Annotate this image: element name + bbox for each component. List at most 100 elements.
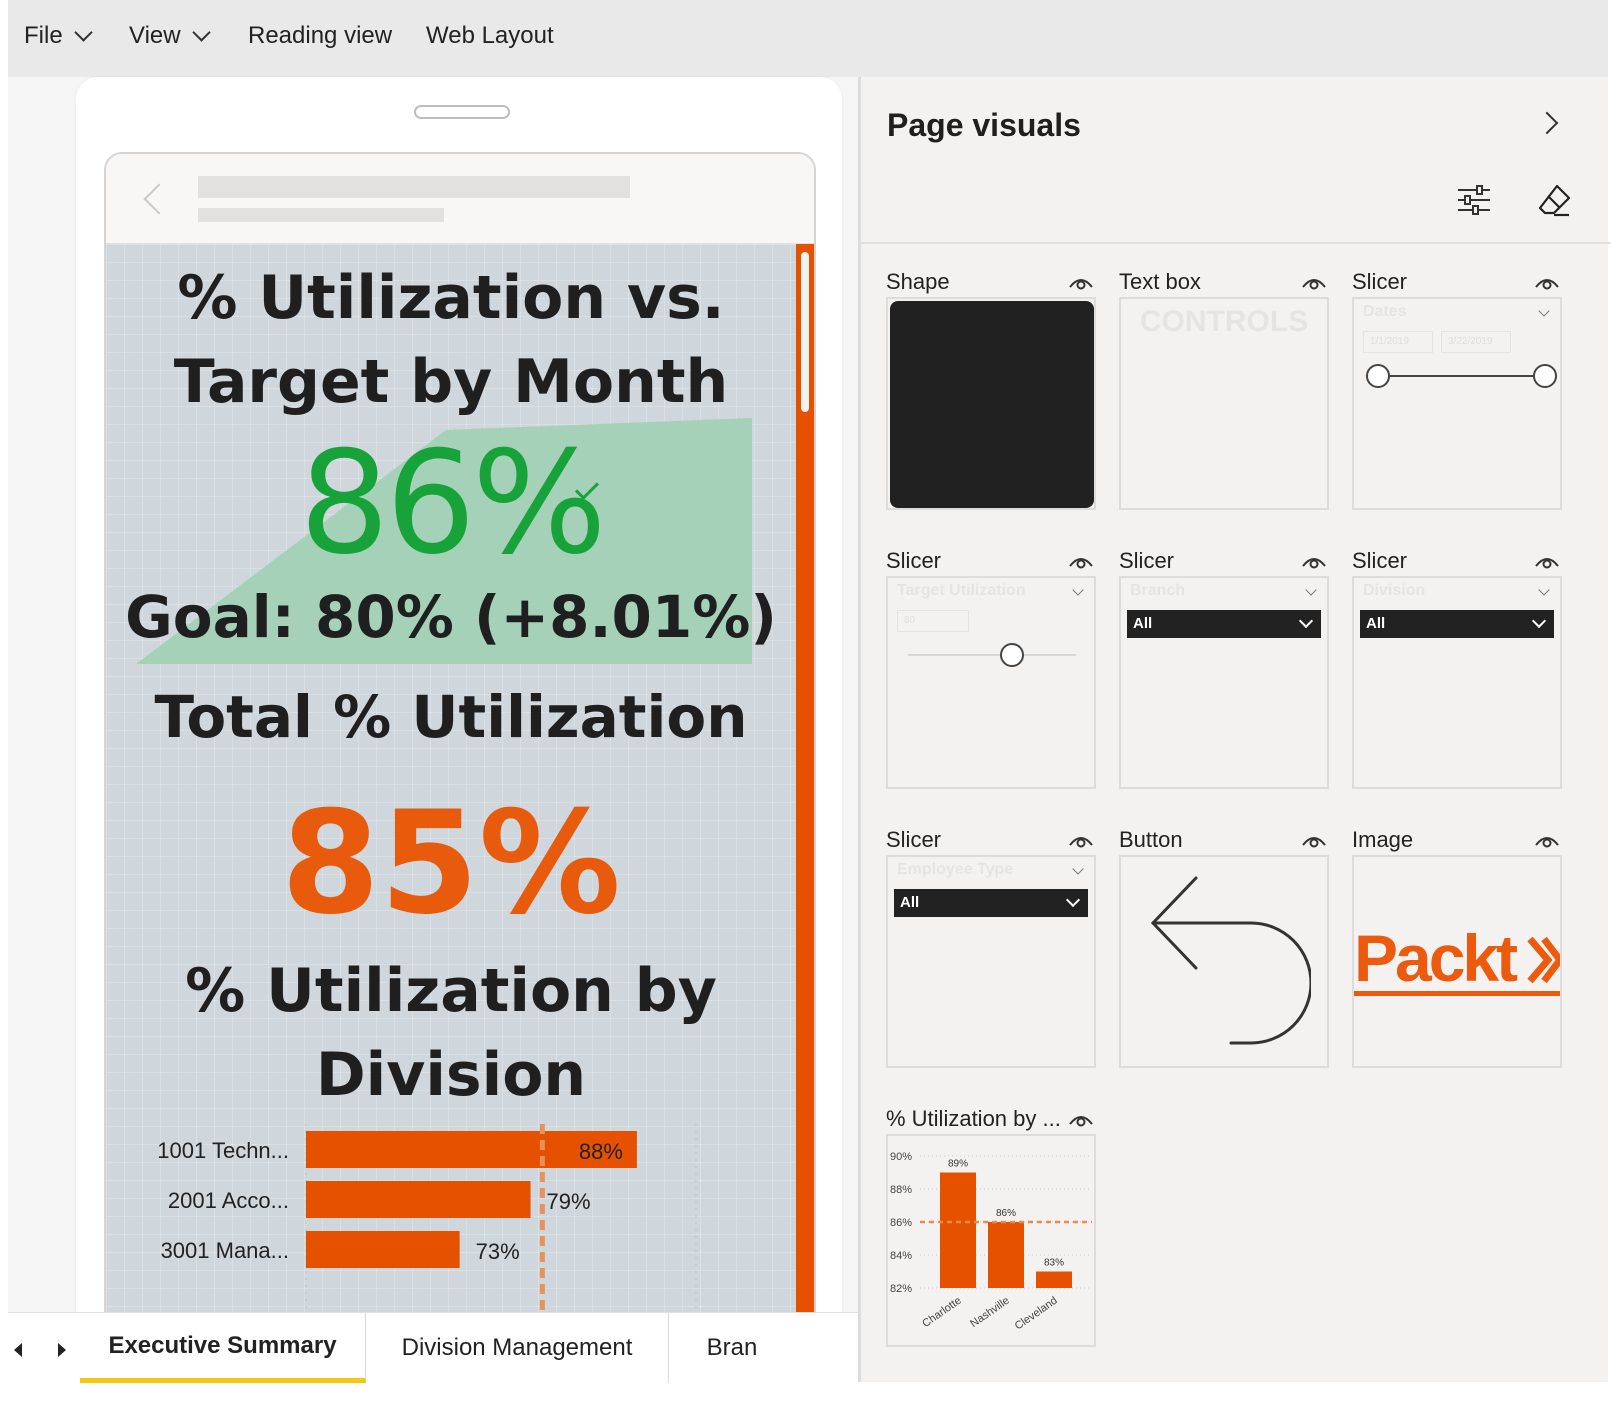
division-category-label: 2001 Acco...	[168, 1188, 289, 1213]
view-menu-label: View	[129, 22, 181, 49]
eye-icon[interactable]	[1068, 273, 1094, 291]
report-canvas[interactable]: % Utilization vs. Target by Month 86% Go…	[106, 244, 796, 1357]
branch-bar	[940, 1172, 976, 1288]
previous-page-arrow-icon[interactable]	[14, 1343, 22, 1357]
y-tick-label: 86%	[890, 1217, 912, 1229]
chart-thumbnail: 90% 88% 86% 84% 82% 89% Charlotte 86% Nashville 8…	[886, 1134, 1096, 1347]
eye-icon[interactable]	[1534, 831, 1560, 849]
card-label: Slicer	[886, 827, 942, 852]
kpi-goal: Goal: 80% (+8.01%)	[125, 583, 777, 651]
phone-screen: % Utilization vs. Target by Month 86% Go…	[104, 152, 816, 1357]
chevron-down-icon	[73, 22, 93, 42]
pane-toolbar	[861, 169, 1611, 244]
reading-view-label: Reading view	[248, 22, 393, 49]
tab-executive-summary[interactable]: Executive Summary	[80, 1313, 366, 1383]
slicer-title: Division	[1363, 582, 1426, 599]
filter-settings-icon[interactable]	[1457, 185, 1491, 215]
phone-speaker	[414, 105, 510, 119]
file-menu[interactable]: File	[24, 22, 93, 50]
division-chart-title: % Utilization by Division	[106, 949, 796, 1117]
card-label: Button	[1119, 827, 1183, 852]
card-label: Text box	[1119, 269, 1201, 294]
back-chevron-icon	[143, 183, 175, 215]
collapse-pane-icon[interactable]	[1535, 111, 1559, 135]
chevron-down-icon	[1072, 863, 1084, 875]
slicer-thumbnail: Division All	[1352, 576, 1562, 789]
total-utilization-value[interactable]: 85%	[281, 781, 621, 946]
web-layout-button[interactable]: Web Layout	[426, 22, 554, 50]
report-scrollbar[interactable]	[796, 244, 814, 1355]
card-label: Image	[1352, 827, 1414, 852]
eye-icon[interactable]	[1068, 1110, 1094, 1128]
slicer-title: Branch	[1130, 582, 1186, 599]
x-category-label: Cleveland	[1013, 1295, 1060, 1333]
employee-type-dropdown: All	[894, 889, 1088, 917]
slicer-thumbnail: Employee Type All	[886, 855, 1096, 1068]
next-page-arrow-icon[interactable]	[58, 1343, 66, 1357]
eye-icon[interactable]	[1068, 831, 1094, 849]
button-thumbnail	[1119, 855, 1329, 1068]
bar-data-label: 89%	[948, 1159, 968, 1170]
division-data-label: 73%	[476, 1239, 520, 1264]
kpi-value[interactable]: 86%	[299, 421, 607, 586]
slicer-thumbnail: Target Utilization 80	[886, 576, 1096, 789]
slicer-title: Employee Type	[897, 861, 1014, 878]
dropdown-value: All	[1133, 615, 1153, 632]
chevron-down-icon	[1065, 892, 1081, 908]
target-value-field: 80	[897, 610, 969, 632]
bar-data-label: 83%	[1044, 1258, 1064, 1269]
phone-screen-header	[106, 154, 814, 244]
textbox-thumbnail: CONTROLS	[1119, 297, 1329, 510]
kpi-trend-area	[136, 418, 752, 664]
view-menu[interactable]: View	[129, 22, 211, 50]
x-category-label: Nashville	[968, 1295, 1011, 1330]
chevron-down-icon	[1538, 584, 1550, 596]
page-tab-bar: Executive Summary Division Management Br…	[8, 1312, 858, 1383]
menu-bar: File View Reading view Web Layout	[8, 0, 1608, 77]
chevron-down-icon	[1072, 584, 1084, 596]
division-bar-chart[interactable]: 1001 Techn... 88% 2001 Acco... 79% 3001 Mana…	[106, 1124, 796, 1357]
kpi-title-line: Target by Month	[173, 347, 729, 417]
card-label: Slicer	[1352, 269, 1408, 294]
chevron-down-icon	[1531, 613, 1547, 629]
eye-icon[interactable]	[1068, 552, 1094, 570]
scrollbar-thumb[interactable]	[801, 252, 809, 412]
card-label: Shape	[886, 269, 950, 294]
eye-icon[interactable]	[1534, 552, 1560, 570]
eye-icon[interactable]	[1301, 831, 1327, 849]
chevron-down-icon	[1538, 305, 1550, 317]
file-menu-label: File	[24, 22, 63, 49]
y-tick-label: 90%	[890, 1151, 912, 1163]
chevron-down-icon	[1305, 584, 1317, 596]
shape-thumbnail	[886, 297, 1096, 510]
eraser-icon[interactable]	[1537, 183, 1571, 217]
slicer-title: Target Utilization	[897, 582, 1026, 599]
page-visuals-pane: Page visuals Shape Text box CONTROL	[858, 77, 1611, 1382]
eye-icon[interactable]	[1301, 552, 1327, 570]
bar-data-label: 86%	[996, 1208, 1016, 1219]
packt-logo: Packt	[1354, 923, 1560, 1001]
x-category-label: Charlotte	[920, 1295, 963, 1330]
kpi-title: % Utilization vs. Target by Month	[106, 256, 796, 424]
slicer-thumbnail: Branch All	[1119, 576, 1329, 789]
division-dropdown: All	[1360, 610, 1554, 638]
logo-chevron-mark	[1527, 936, 1560, 984]
chevron-down-icon	[1298, 613, 1314, 629]
eye-icon[interactable]	[1301, 273, 1327, 291]
card-label: Slicer	[886, 548, 942, 573]
y-tick-label: 84%	[890, 1250, 912, 1262]
value-slider	[908, 643, 1076, 667]
dropdown-value: All	[1366, 615, 1386, 632]
tab-division-management[interactable]: Division Management	[366, 1313, 669, 1383]
tab-branch[interactable]: Bran	[706, 1334, 758, 1361]
reading-view-button[interactable]: Reading view	[248, 22, 392, 50]
division-chart-title-line: % Utilization by	[185, 956, 717, 1026]
branch-dropdown: All	[1127, 610, 1321, 638]
division-bar	[306, 1131, 637, 1168]
eye-icon[interactable]	[1534, 273, 1560, 291]
division-bar	[306, 1181, 531, 1218]
y-tick-label: 82%	[890, 1283, 912, 1295]
web-layout-label: Web Layout	[426, 22, 554, 49]
header-placeholder-bar	[198, 176, 630, 198]
dropdown-value: All	[900, 894, 920, 911]
